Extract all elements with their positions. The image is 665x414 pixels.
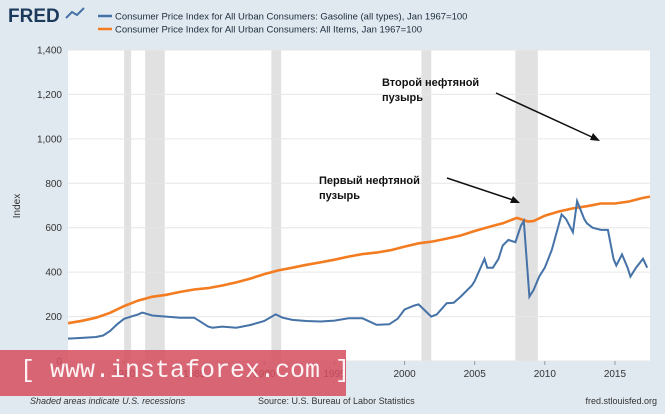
annotation-first-bubble-line2: пузырь	[319, 190, 360, 202]
source-text: Source: U.S. Bureau of Labor Statistics	[258, 396, 415, 406]
site-link[interactable]: fred.stlouisfed.org	[585, 396, 657, 406]
x-tick-label: 2015	[604, 369, 627, 380]
y-tick-label: 400	[45, 268, 62, 279]
y-axis-label: Index	[12, 194, 23, 218]
x-tick-label: 2005	[464, 369, 487, 380]
fred-logo-text: FRED	[8, 6, 60, 27]
annotation-second-bubble-line2: пузырь	[382, 92, 423, 104]
y-tick-label: 1,400	[37, 46, 62, 57]
recession-band	[515, 50, 537, 361]
y-tick-label: 600	[45, 223, 62, 234]
x-tick-label: 2000	[393, 369, 416, 380]
y-tick-label: 200	[45, 312, 62, 323]
legend-label-gasoline: Consumer Price Index for All Urban Consu…	[115, 12, 467, 23]
y-tick-label: 1,200	[37, 90, 62, 101]
y-tick-label: 1,000	[37, 134, 62, 145]
y-tick-label: 800	[45, 179, 62, 190]
recession-note: Shaded areas indicate U.S. recessions	[30, 396, 186, 406]
annotation-first-bubble-line1: Первый нефтяной	[319, 175, 420, 187]
legend: Consumer Price Index for All Urban Consu…	[98, 12, 467, 36]
legend-label-all-items: Consumer Price Index for All Urban Consu…	[115, 25, 422, 36]
recession-band	[124, 50, 131, 361]
watermark-text: [ www.instaforex.com ]	[20, 356, 350, 385]
fred-logo[interactable]: FRED	[8, 6, 84, 27]
watermark-banner: [ www.instaforex.com ]	[0, 350, 346, 396]
annotation-second-bubble-line1: Второй нефтяной	[382, 77, 479, 89]
x-tick-label: 2010	[534, 369, 557, 380]
fred-logo-icon	[66, 8, 84, 18]
